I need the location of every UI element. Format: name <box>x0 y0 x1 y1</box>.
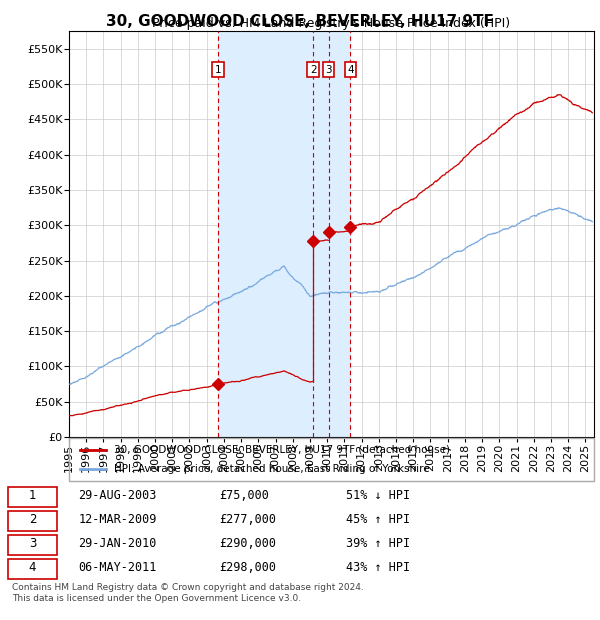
Text: 2: 2 <box>310 64 317 74</box>
Text: 3: 3 <box>29 537 36 550</box>
Text: Contains HM Land Registry data © Crown copyright and database right 2024.
This d: Contains HM Land Registry data © Crown c… <box>12 583 364 603</box>
Text: 29-JAN-2010: 29-JAN-2010 <box>78 537 157 550</box>
Text: 51% ↓ HPI: 51% ↓ HPI <box>346 489 410 502</box>
Text: 2: 2 <box>29 513 36 526</box>
Text: 4: 4 <box>347 64 354 74</box>
Text: 1: 1 <box>215 64 221 74</box>
Text: 1: 1 <box>29 489 36 502</box>
FancyBboxPatch shape <box>8 535 57 555</box>
Text: HPI: Average price, detached house, East Riding of Yorkshire: HPI: Average price, detached house, East… <box>113 464 429 474</box>
Text: 45% ↑ HPI: 45% ↑ HPI <box>346 513 410 526</box>
Text: £298,000: £298,000 <box>220 561 277 574</box>
FancyBboxPatch shape <box>8 487 57 507</box>
Text: 29-AUG-2003: 29-AUG-2003 <box>78 489 157 502</box>
Text: £75,000: £75,000 <box>220 489 269 502</box>
FancyBboxPatch shape <box>8 559 57 578</box>
Text: £290,000: £290,000 <box>220 537 277 550</box>
Text: 12-MAR-2009: 12-MAR-2009 <box>78 513 157 526</box>
Text: 4: 4 <box>29 561 36 574</box>
Title: Price paid vs. HM Land Registry's House Price Index (HPI): Price paid vs. HM Land Registry's House … <box>152 17 511 30</box>
Text: 39% ↑ HPI: 39% ↑ HPI <box>346 537 410 550</box>
Bar <box>218 31 350 437</box>
Text: £277,000: £277,000 <box>220 513 277 526</box>
Text: 06-MAY-2011: 06-MAY-2011 <box>78 561 157 574</box>
Text: 3: 3 <box>325 64 332 74</box>
Text: 43% ↑ HPI: 43% ↑ HPI <box>346 561 410 574</box>
Text: 30, GOODWOOD CLOSE, BEVERLEY, HU17 9TF (detached house): 30, GOODWOOD CLOSE, BEVERLEY, HU17 9TF (… <box>113 445 449 454</box>
Text: 30, GOODWOOD CLOSE, BEVERLEY, HU17 9TF: 30, GOODWOOD CLOSE, BEVERLEY, HU17 9TF <box>106 14 494 29</box>
FancyBboxPatch shape <box>8 511 57 531</box>
